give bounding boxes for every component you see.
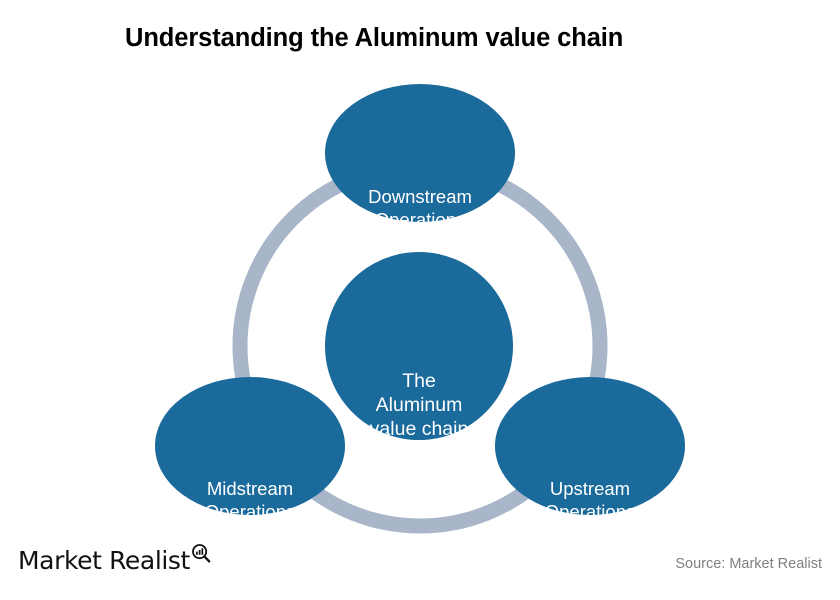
market-realist-logo: Market Realist bbox=[18, 544, 211, 575]
diagram-canvas bbox=[155, 84, 685, 540]
midstream-node-shape[interactable] bbox=[155, 377, 345, 515]
downstream-node-shape[interactable] bbox=[325, 84, 515, 222]
center-node-shape[interactable] bbox=[325, 252, 513, 440]
value-chain-diagram: Downstream Operations Midstream Operatio… bbox=[0, 60, 840, 540]
source-label: Source: Market Realist bbox=[675, 556, 822, 572]
magnifier-bar-chart-icon bbox=[191, 543, 211, 568]
logo-text: Market Realist bbox=[18, 546, 190, 575]
page-title: Understanding the Aluminum value chain bbox=[125, 24, 624, 52]
footer: Market Realist Source: Market Realist bbox=[0, 540, 840, 600]
upstream-node-shape[interactable] bbox=[495, 377, 685, 515]
